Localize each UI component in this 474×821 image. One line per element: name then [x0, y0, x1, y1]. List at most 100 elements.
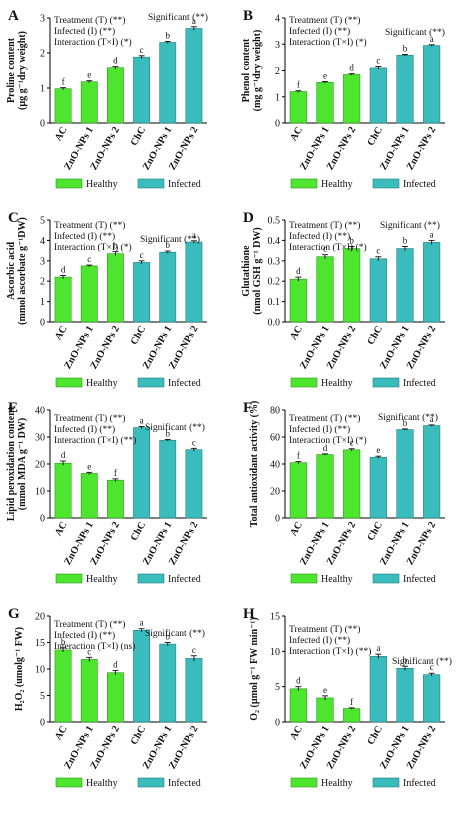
- bar: [185, 28, 203, 124]
- y-tick-label: 0.3: [268, 256, 281, 267]
- bar: [396, 54, 414, 124]
- bar: [423, 45, 441, 124]
- significance-letter: b: [113, 241, 118, 251]
- y-tick-label: 2: [275, 66, 280, 77]
- y-tick-label: 2: [40, 277, 45, 288]
- stats-line: Interaction (T×I) (*): [289, 242, 367, 253]
- y-tick-label: 0: [275, 119, 280, 130]
- legend-label-healthy: Healthy: [86, 179, 118, 190]
- bar: [423, 242, 441, 323]
- y-tick-label: 0: [40, 318, 45, 329]
- y-axis-label: (mmol MDA g⁻¹ DW): [17, 418, 28, 510]
- significance-letter: d: [113, 56, 118, 66]
- significance-letter: b: [403, 655, 408, 665]
- legend-swatch-infected: [372, 573, 400, 584]
- y-tick-label: 10: [270, 647, 280, 658]
- panel-label: H: [243, 606, 255, 622]
- y-tick-label: 3: [275, 40, 280, 51]
- bar: [107, 253, 124, 323]
- significance-note: Significant (**): [145, 628, 205, 639]
- chart-panel-d: D 0.0 0.1 0.2 0.3 0.4 0.5 Glutathione (nmol GSH …: [241, 210, 445, 389]
- category-label: AC: [288, 520, 305, 538]
- legend-swatch-healthy: [290, 777, 318, 788]
- significance-letter: b: [166, 428, 171, 438]
- legend: Healthy Infected: [55, 178, 201, 190]
- legend-label-infected: Infected: [168, 778, 201, 789]
- significance-letter: c: [140, 45, 144, 55]
- y-tick-label: 20: [35, 612, 45, 623]
- significance-letter: a: [376, 643, 380, 653]
- legend-swatch-infected: [137, 178, 165, 189]
- bar: [107, 67, 124, 124]
- y-tick-label: 4: [275, 14, 280, 25]
- stats-line: Interaction (T×I) (*): [289, 37, 367, 48]
- significance-note: Significant (**): [148, 12, 208, 23]
- legend-label-infected: Infected: [403, 378, 436, 389]
- y-axis-label: Lipid peroxidation content: [6, 406, 17, 521]
- stats-line: Treatment (T) (**): [289, 220, 360, 231]
- y-axis-label: Glutathione: [241, 245, 252, 297]
- significance-letter: c: [430, 662, 434, 672]
- y-tick-label: 0.1: [268, 297, 281, 308]
- stats-line: Infected (I) (**): [289, 424, 350, 435]
- significance-letter: b: [166, 30, 171, 40]
- significance-letter: a: [430, 229, 434, 239]
- y-axis-label: (nmol GSH g⁻¹ DW): [252, 227, 263, 314]
- category-label: ChC: [129, 324, 149, 347]
- panel-label: E: [8, 400, 18, 416]
- legend-swatch-healthy: [55, 573, 83, 584]
- stats-line: Treatment (T) (**): [54, 15, 125, 26]
- stats-line: Interaction (T×I) (*): [54, 37, 132, 48]
- significance-note: Significant (**): [378, 412, 438, 423]
- significance-letter: d: [61, 450, 66, 460]
- y-tick-label: 40: [270, 460, 280, 471]
- significance-letter: c: [323, 244, 327, 254]
- bar: [289, 91, 307, 124]
- y-tick-label: 0.2: [268, 277, 281, 288]
- bar: [369, 67, 387, 124]
- bar: [107, 479, 124, 519]
- y-tick-label: 1: [275, 92, 280, 103]
- significance-letter: b: [166, 632, 171, 642]
- legend-swatch-healthy: [290, 178, 318, 189]
- y-tick-label: 5: [40, 691, 45, 702]
- significance-letter: c: [192, 437, 196, 447]
- significance-letter: d: [323, 443, 328, 453]
- y-tick-label: 0.5: [268, 216, 281, 227]
- legend: Healthy Infected: [290, 178, 436, 190]
- significance-letter: d: [296, 676, 301, 686]
- bar: [343, 74, 361, 124]
- category-label: ChC: [365, 125, 385, 148]
- y-axis-label: (mmol ascorbate g⁻¹DW): [17, 217, 28, 325]
- bar: [54, 88, 72, 124]
- y-axis-label: O₂ (µmol g⁻¹ FW min⁻¹): [249, 617, 260, 720]
- significance-letter: c: [140, 250, 144, 260]
- y-tick-label: 20: [35, 460, 45, 471]
- stats-line: Interaction (T×I) (*): [289, 435, 367, 446]
- category-label: ChC: [365, 324, 385, 347]
- y-axis-label: Proline content: [6, 37, 17, 103]
- stats-line: Treatment (T) (**): [289, 15, 360, 26]
- significance-letter: b: [403, 43, 408, 53]
- significance-letter: d: [113, 660, 118, 670]
- category-label: AC: [53, 520, 70, 538]
- bar: [159, 439, 177, 519]
- y-tick-label: 0: [275, 514, 280, 525]
- significance-letter: e: [376, 445, 380, 455]
- significance-letter: d: [61, 264, 66, 274]
- category-label: AC: [53, 324, 70, 342]
- y-tick-label: 5: [275, 682, 280, 693]
- legend-swatch-healthy: [290, 573, 318, 584]
- y-tick-label: 0: [40, 119, 45, 130]
- stats-line: Infected (I) (**): [54, 26, 115, 37]
- y-axis-label: H₂O₂ (umolg⁻¹ FW): [14, 627, 25, 711]
- y-axis-label: Ascorbic acid: [6, 242, 17, 300]
- legend-label-infected: Infected: [168, 378, 201, 389]
- legend-label-healthy: Healthy: [86, 574, 118, 585]
- legend: Healthy Infected: [55, 777, 201, 789]
- panel-label: G: [8, 606, 20, 622]
- bar: [289, 278, 307, 323]
- legend-swatch-infected: [372, 777, 400, 788]
- y-tick-label: 0: [40, 514, 45, 525]
- significance-letter: b: [166, 240, 171, 250]
